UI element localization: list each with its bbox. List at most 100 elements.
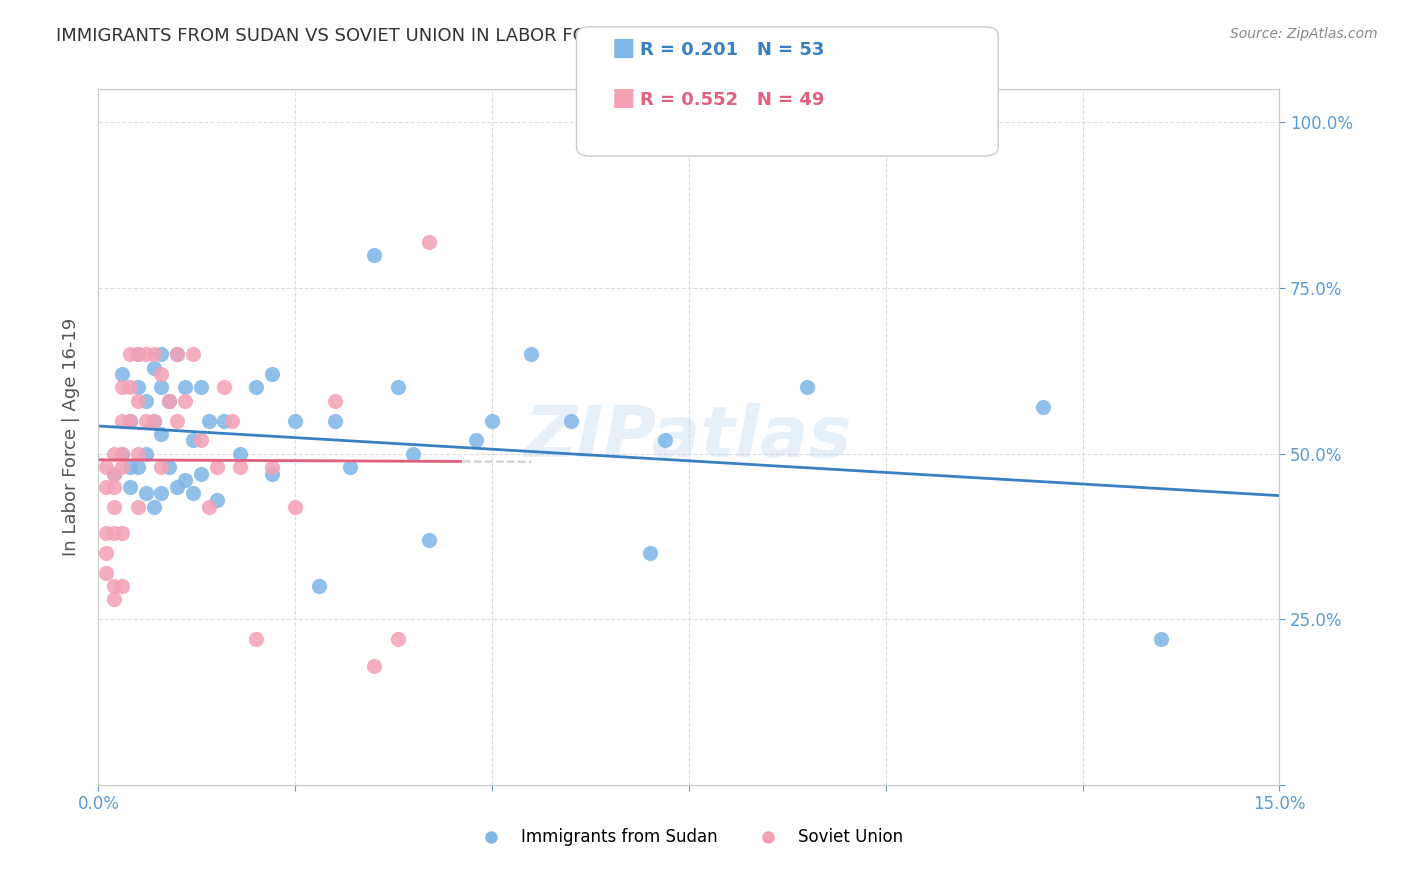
Point <box>157 459 180 474</box>
Point <box>245 380 267 394</box>
Point <box>96 480 118 494</box>
Point <box>142 360 165 375</box>
Point <box>111 447 134 461</box>
Point <box>190 467 212 481</box>
Point <box>308 579 330 593</box>
Point <box>214 413 236 427</box>
Point <box>221 413 243 427</box>
Point <box>181 434 204 448</box>
Point <box>150 367 173 381</box>
Point <box>142 413 165 427</box>
Point <box>103 500 125 514</box>
Point <box>103 447 125 461</box>
Point <box>103 592 125 607</box>
Y-axis label: In Labor Force | Age 16-19: In Labor Force | Age 16-19 <box>62 318 80 557</box>
Point <box>229 459 252 474</box>
Point <box>111 459 134 474</box>
Point <box>638 546 661 560</box>
Point <box>127 447 149 461</box>
Point <box>127 500 149 514</box>
Point <box>118 380 141 394</box>
Point <box>284 413 307 427</box>
Point <box>150 426 173 441</box>
Point <box>142 500 165 514</box>
Point <box>142 413 165 427</box>
Point <box>339 459 361 474</box>
Point <box>111 526 134 541</box>
Point <box>1150 632 1173 647</box>
Text: ■: ■ <box>612 37 636 61</box>
Point <box>402 447 425 461</box>
Point <box>96 459 118 474</box>
Point <box>135 486 157 500</box>
Point <box>174 473 197 487</box>
Point <box>127 380 149 394</box>
Point <box>103 526 125 541</box>
Point <box>96 566 118 580</box>
Point <box>245 632 267 647</box>
Point <box>205 459 228 474</box>
Point <box>363 248 385 262</box>
Text: ZIPatlas: ZIPatlas <box>526 402 852 472</box>
Point <box>103 480 125 494</box>
Point <box>418 235 440 249</box>
Point <box>654 434 676 448</box>
Point <box>387 380 409 394</box>
Point <box>214 380 236 394</box>
Point <box>166 480 188 494</box>
Point <box>323 413 346 427</box>
Point <box>111 447 134 461</box>
Point <box>363 658 385 673</box>
Point <box>260 467 283 481</box>
Text: R = 0.552   N = 49: R = 0.552 N = 49 <box>640 91 824 109</box>
Point <box>418 533 440 547</box>
Point <box>190 434 212 448</box>
Point <box>118 459 141 474</box>
Point <box>181 486 204 500</box>
Point <box>127 347 149 361</box>
Text: R = 0.201   N = 53: R = 0.201 N = 53 <box>640 41 824 59</box>
Point <box>135 447 157 461</box>
Point <box>174 380 197 394</box>
Point <box>96 546 118 560</box>
Point <box>157 393 180 408</box>
Point <box>135 413 157 427</box>
Point <box>103 467 125 481</box>
Legend: Immigrants from Sudan, Soviet Union: Immigrants from Sudan, Soviet Union <box>468 822 910 853</box>
Point <box>150 486 173 500</box>
Text: ■: ■ <box>612 87 636 111</box>
Point <box>150 459 173 474</box>
Point <box>96 526 118 541</box>
Point <box>127 459 149 474</box>
Point <box>118 347 141 361</box>
Point <box>135 347 157 361</box>
Point <box>796 380 818 394</box>
Point <box>166 347 188 361</box>
Point <box>118 413 141 427</box>
Point <box>111 413 134 427</box>
Point <box>181 347 204 361</box>
Point <box>465 434 488 448</box>
Point <box>174 393 197 408</box>
Point <box>111 380 134 394</box>
Point <box>166 413 188 427</box>
Point <box>190 380 212 394</box>
Text: IMMIGRANTS FROM SUDAN VS SOVIET UNION IN LABOR FORCE | AGE 16-19 CORRELATION CHA: IMMIGRANTS FROM SUDAN VS SOVIET UNION IN… <box>56 27 935 45</box>
Point <box>260 459 283 474</box>
Point <box>150 380 173 394</box>
Point <box>387 632 409 647</box>
Text: Source: ZipAtlas.com: Source: ZipAtlas.com <box>1230 27 1378 41</box>
Point <box>323 393 346 408</box>
Point <box>135 393 157 408</box>
Point <box>150 347 173 361</box>
Point <box>284 500 307 514</box>
Point <box>197 500 219 514</box>
Point <box>197 413 219 427</box>
Point <box>260 367 283 381</box>
Point <box>118 413 141 427</box>
Point <box>142 347 165 361</box>
Point <box>560 413 582 427</box>
Point <box>103 467 125 481</box>
Point <box>127 393 149 408</box>
Point <box>157 393 180 408</box>
